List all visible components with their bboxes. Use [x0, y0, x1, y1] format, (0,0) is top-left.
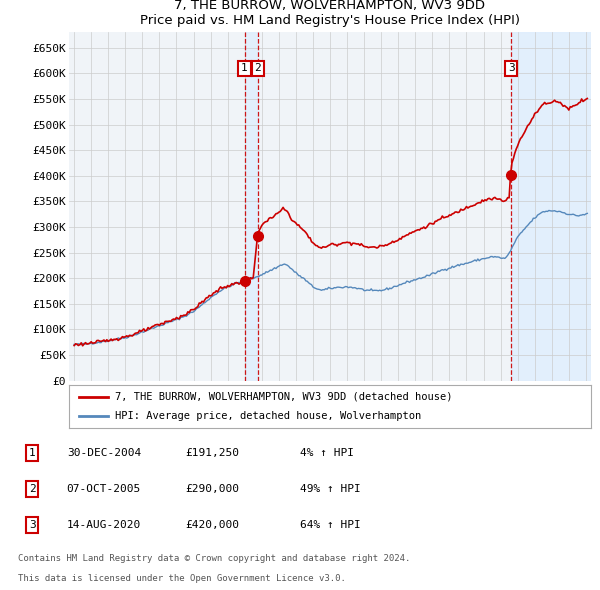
Text: £420,000: £420,000 [185, 520, 239, 530]
Text: This data is licensed under the Open Government Licence v3.0.: This data is licensed under the Open Gov… [18, 574, 346, 584]
Text: 3: 3 [508, 63, 515, 73]
Text: 1: 1 [241, 63, 248, 73]
Text: 30-DEC-2004: 30-DEC-2004 [67, 448, 141, 458]
Bar [245, 32, 258, 381]
Text: Contains HM Land Registry data © Crown copyright and database right 2024.: Contains HM Land Registry data © Crown c… [18, 553, 410, 563]
Text: 2: 2 [29, 484, 35, 494]
Text: 4% ↑ HPI: 4% ↑ HPI [300, 448, 354, 458]
Text: 1: 1 [29, 448, 35, 458]
Text: £290,000: £290,000 [185, 484, 239, 494]
Text: 07-OCT-2005: 07-OCT-2005 [67, 484, 141, 494]
Bar [511, 32, 591, 381]
Text: £191,250: £191,250 [185, 448, 239, 458]
Text: 7, THE BURROW, WOLVERHAMPTON, WV3 9DD (detached house): 7, THE BURROW, WOLVERHAMPTON, WV3 9DD (d… [115, 392, 452, 402]
Text: 2: 2 [254, 63, 261, 73]
Title: 7, THE BURROW, WOLVERHAMPTON, WV3 9DD
Price paid vs. HM Land Registry's House Pr: 7, THE BURROW, WOLVERHAMPTON, WV3 9DD Pr… [140, 0, 520, 27]
Text: 14-AUG-2020: 14-AUG-2020 [67, 520, 141, 530]
Text: 3: 3 [29, 520, 35, 530]
Text: 49% ↑ HPI: 49% ↑ HPI [300, 484, 361, 494]
Text: HPI: Average price, detached house, Wolverhampton: HPI: Average price, detached house, Wolv… [115, 411, 421, 421]
Text: 64% ↑ HPI: 64% ↑ HPI [300, 520, 361, 530]
